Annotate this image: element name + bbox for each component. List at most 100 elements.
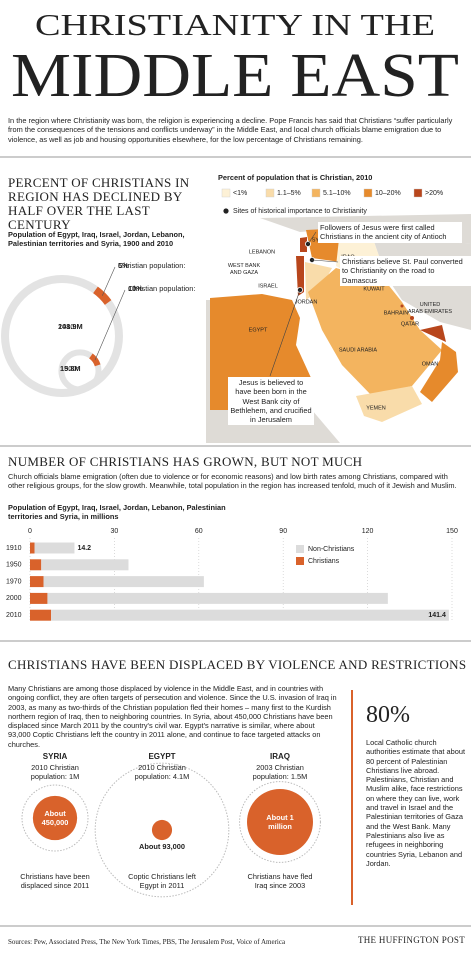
x-tick-label: 120 — [362, 528, 374, 535]
legend-title: Percent of population that is Christian,… — [218, 173, 373, 182]
map — [206, 160, 471, 443]
y-tick-label: 2010 — [6, 612, 22, 619]
displaced-label: About 1 million — [266, 813, 294, 832]
legend-label: 5.1–10% — [323, 190, 351, 197]
uae — [420, 325, 446, 342]
bahrain — [400, 304, 404, 308]
leader-line — [94, 289, 126, 361]
ring-year: 2010: — [58, 322, 77, 331]
saudi-arabia — [308, 268, 442, 396]
annotation: Jesus is believed to have been born in t… — [228, 377, 314, 426]
note: Christians have been displaced since 201… — [20, 872, 90, 891]
ring-base — [1, 275, 123, 397]
land — [206, 300, 210, 443]
lebanon — [300, 237, 307, 252]
displaced-label: About 93,000 — [138, 842, 185, 852]
leader-line — [269, 289, 301, 377]
country-label: QATAR — [401, 321, 419, 327]
country-label: OMAN — [422, 361, 439, 367]
bar — [47, 592, 388, 604]
value-label: 14.2 — [77, 545, 91, 552]
country-label: UNITED ARAB EMIRATES — [408, 302, 453, 315]
country-label: JORDAN — [295, 299, 318, 305]
population-circle — [21, 784, 89, 852]
country-name: IRAQ — [270, 752, 290, 761]
leader-line — [102, 266, 116, 296]
displaced-label: About 450,000 — [41, 809, 69, 828]
share-value: 10% — [128, 284, 143, 293]
value-label: 141.4 — [428, 612, 446, 619]
title-line1: CHRISTIANITY IN THE — [35, 7, 435, 42]
ring-total-value: 15.8M — [60, 364, 81, 373]
ring-year: 1900: — [60, 364, 79, 373]
section-title: PERCENT OF CHRISTIANS IN REGION HAS DECL… — [8, 175, 190, 232]
legend-label: 1.1–5% — [277, 190, 301, 197]
x-tick-label: 60 — [195, 528, 203, 535]
share-text: Christian population: — [128, 284, 196, 293]
y-tick-label: 1950 — [6, 562, 22, 569]
ring-share — [93, 286, 112, 305]
bar — [30, 576, 44, 588]
country-label: EGYPT — [249, 327, 268, 333]
bar — [30, 609, 52, 621]
intro: In the region where Christianity was bor… — [8, 116, 453, 144]
section-description: Many Christians are among those displace… — [8, 684, 337, 749]
section-title: NUMBER OF CHRISTIANS HAS GROWN, BUT NOT … — [8, 454, 363, 469]
site-legend — [222, 207, 230, 215]
legend-label: <1% — [233, 190, 247, 197]
note: Coptic Christians left Egypt in 2011 — [128, 872, 196, 891]
population-label: 2010 Christian population: 4.1M — [134, 763, 190, 782]
population-label: 2003 Christian population: 1.5M — [252, 763, 308, 782]
country-label: LEBANON — [249, 249, 275, 255]
country-label: ISRAEL — [258, 283, 278, 289]
brand: THE HUFFINGTON POST — [357, 935, 465, 945]
population-circle — [94, 762, 230, 898]
bar — [30, 542, 35, 554]
displaced-circle — [247, 789, 313, 855]
section-description: Church officials blame emigration (often… — [8, 472, 457, 491]
section-subtitle: Population of Egypt, Iraq, Israel, Jorda… — [8, 230, 185, 249]
bar — [51, 609, 449, 621]
legend-swatch — [221, 188, 231, 198]
population-circle — [239, 781, 321, 863]
country-label: KUWAIT — [363, 286, 385, 292]
bar — [41, 559, 129, 571]
annotation: Followers of Jesus were first called Chr… — [318, 222, 462, 243]
country-name: SYRIA — [42, 752, 68, 761]
note: Christians have fled Iraq since 2003 — [247, 872, 313, 891]
y-tick-label: 1910 — [6, 545, 22, 552]
qatar — [410, 316, 414, 320]
ring-base — [58, 349, 102, 393]
section-subtitle: Population of Egypt, Iraq, Israel, Jorda… — [8, 503, 226, 522]
oman — [420, 342, 458, 402]
yemen — [356, 386, 422, 422]
country-label: YEMEN — [366, 405, 386, 411]
country-label: SAUDI ARABIA — [339, 347, 378, 353]
bar — [43, 576, 204, 588]
israel — [296, 256, 304, 296]
sources: Sources: Pew, Associated Press, The New … — [8, 938, 286, 946]
legend-label: 10–20% — [375, 190, 401, 197]
x-tick-label: 90 — [279, 528, 287, 535]
sites-label: Sites of historical importance to Christ… — [233, 208, 367, 215]
x-tick-label: 150 — [446, 528, 458, 535]
leader-line — [311, 259, 339, 263]
bar — [30, 559, 42, 571]
displaced-circle — [151, 819, 173, 841]
bar — [30, 592, 48, 604]
sidebar-text: Local Catholic church authorities estima… — [366, 738, 466, 868]
x-tick-label: 30 — [111, 528, 119, 535]
country-label: WEST BANK AND GAZA — [228, 263, 261, 276]
y-tick-label: 1970 — [6, 578, 22, 585]
section-title: CHRISTIANS HAVE BEEN DISPLACED BY VIOLEN… — [8, 657, 467, 672]
legend-label: >20% — [425, 190, 443, 197]
annotation: Christians believe St. Paul converted to… — [340, 256, 471, 286]
sidebar-headline: 80% — [366, 702, 410, 728]
ring-share — [88, 353, 101, 367]
y-tick-label: 2000 — [6, 595, 22, 602]
title-line2: MIDDLE EAST — [11, 42, 459, 110]
country-name: EGYPT — [148, 752, 176, 761]
legend-swatch — [413, 188, 423, 198]
